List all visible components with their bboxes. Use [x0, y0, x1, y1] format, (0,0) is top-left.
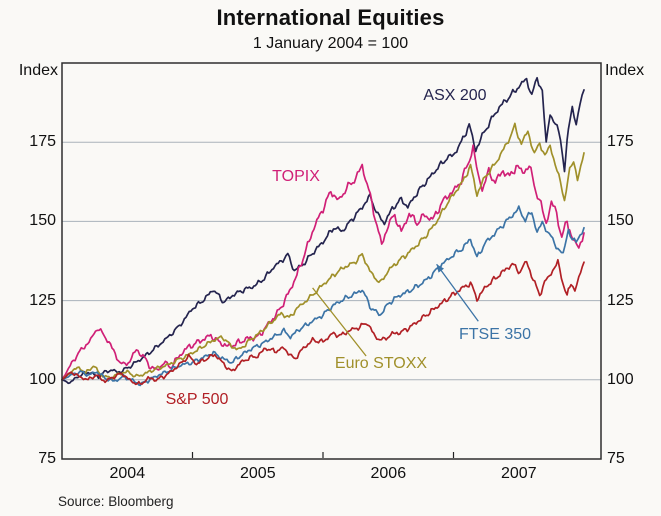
series-label-sp-500: S&P 500 — [165, 391, 229, 408]
y-tick-label-right: 100 — [607, 370, 634, 388]
series-line-topix — [61, 144, 585, 381]
y-tick-label-left: 75 — [38, 450, 56, 467]
leader-line-euro-stoxx — [312, 287, 367, 357]
x-axis-year-label: 2004 — [109, 465, 146, 482]
y-tick-label-left: 100 — [29, 370, 56, 388]
series-label-euro-stoxx: Euro STOXX — [334, 355, 428, 372]
x-axis-year-label: 2006 — [370, 465, 407, 482]
plot-border — [61, 62, 602, 460]
y-tick-label-left: 175 — [29, 133, 56, 151]
y-tick-label-right: 125 — [607, 291, 634, 309]
series-line-asx-200 — [61, 76, 585, 385]
x-axis-year-label: 2007 — [501, 465, 537, 482]
y-tick-label-left: 125 — [29, 291, 56, 309]
series-label-asx-200: ASX 200 — [423, 87, 487, 104]
series-line-ftse-350 — [61, 205, 585, 387]
arrowhead-ftse-350 — [436, 264, 444, 273]
y-tick-label-right: 175 — [607, 133, 634, 151]
series-line-euro-stoxx — [61, 122, 585, 381]
chart-title: International Equities — [216, 5, 445, 30]
y-tick-label-left: 150 — [29, 212, 56, 230]
chart-subtitle: 1 January 2004 = 100 — [252, 35, 409, 52]
y-tick-label-right: 75 — [607, 450, 625, 467]
arrow-ftse-350 — [436, 263, 479, 322]
source-note: Source: Bloomberg — [58, 494, 174, 509]
y-tick-label-right: 150 — [607, 212, 634, 230]
series-line-s-p-500 — [61, 258, 585, 386]
series-label-topix: TOPIX — [272, 168, 320, 185]
right-axis-unit-label: Index — [605, 62, 645, 79]
x-axis-year-label: 2005 — [240, 465, 276, 482]
series-label-ftse-350: FTSE 350 — [458, 326, 532, 343]
left-axis-unit-label: Index — [18, 62, 58, 79]
